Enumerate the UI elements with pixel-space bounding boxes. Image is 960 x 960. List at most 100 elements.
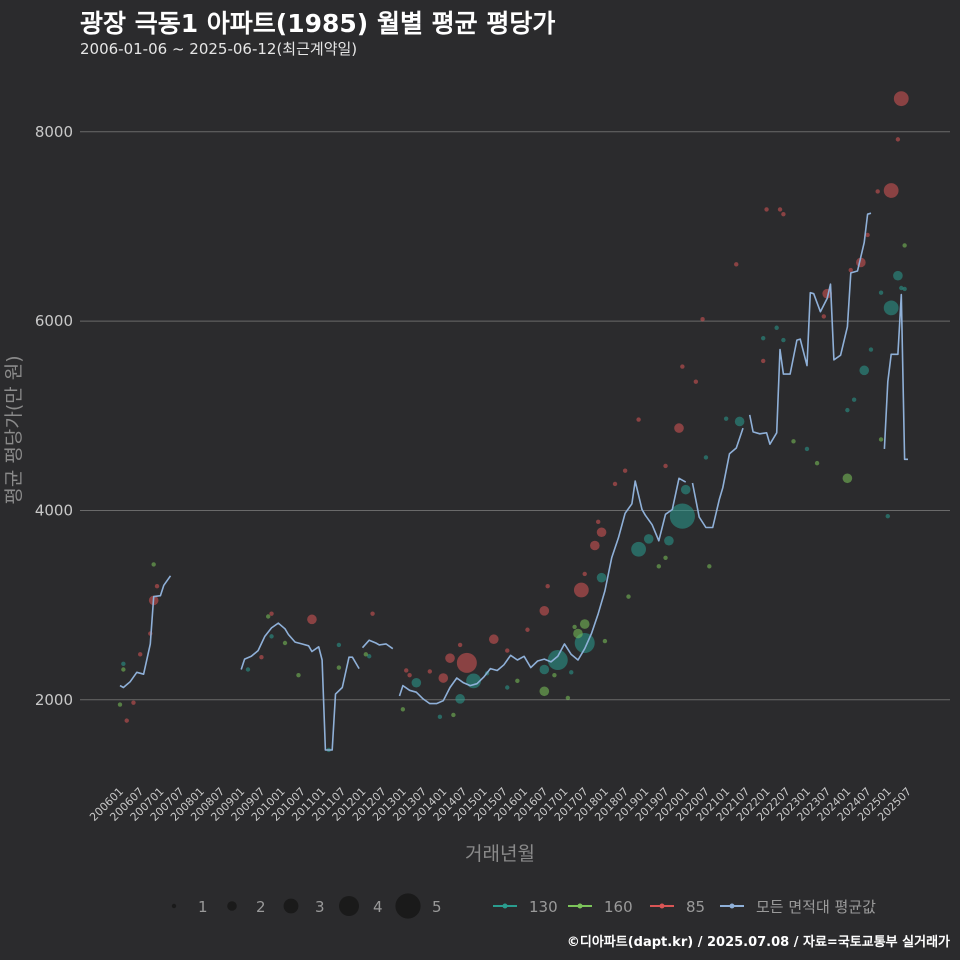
- point-85-33: [693, 379, 699, 384]
- point-130-27: [781, 337, 786, 343]
- point-130-28: [804, 446, 810, 452]
- average-line-segment-1: [240, 622, 360, 751]
- point-160-3: [265, 614, 271, 619]
- point-160-17: [602, 638, 608, 644]
- point-85-20: [539, 606, 550, 616]
- x-tick-labels: 2006012006072007012007072008012008072009…: [87, 785, 914, 824]
- point-130-7: [437, 714, 443, 720]
- point-160-15: [573, 628, 583, 639]
- point-85-12: [427, 669, 433, 674]
- legend-label-2: 85: [686, 898, 705, 916]
- point-160-24: [842, 473, 853, 484]
- point-85-2: [138, 652, 143, 657]
- legend-dot-3: [729, 903, 735, 909]
- legend-dot-1: [577, 903, 583, 909]
- point-85-44: [865, 232, 870, 238]
- point-130-9: [466, 673, 481, 689]
- point-130-2: [269, 634, 274, 639]
- point-160-13: [565, 695, 571, 701]
- point-85-7: [269, 611, 274, 616]
- point-160-10: [515, 678, 520, 684]
- point-160-16: [579, 619, 590, 629]
- point-130-18: [643, 534, 654, 544]
- point-130-16: [596, 572, 607, 583]
- point-85-29: [636, 417, 641, 422]
- point-160-14: [572, 624, 577, 630]
- point-130-38: [902, 286, 907, 292]
- point-130-30: [851, 397, 857, 402]
- legend-label-0: 130: [529, 898, 558, 916]
- average-line-segment-2: [361, 639, 394, 650]
- average-line-segment-5: [748, 212, 872, 446]
- point-85-40: [821, 314, 827, 319]
- legend: 1 2 3 4 5 130 160 85 모든 면적대 평균값: [171, 893, 876, 919]
- point-85-37: [764, 207, 769, 212]
- average-line: [119, 212, 908, 751]
- point-85-17: [488, 634, 499, 645]
- legend-dot-0: [502, 903, 508, 909]
- point-130-14: [569, 670, 574, 675]
- point-85-47: [895, 137, 901, 142]
- point-160-2: [151, 562, 156, 567]
- point-160-20: [663, 555, 668, 560]
- point-130-24: [734, 416, 745, 427]
- point-85-11: [407, 672, 412, 678]
- point-130-36: [893, 270, 903, 281]
- average-line-segment-6: [883, 293, 908, 461]
- point-160-21: [707, 564, 712, 569]
- point-85-24: [590, 540, 600, 551]
- point-130-32: [868, 347, 874, 352]
- point-130-4: [336, 642, 342, 648]
- point-160-8: [400, 707, 406, 712]
- point-85-14: [445, 653, 455, 663]
- chart-title: 광장 극동1 아파트(1985) 월별 평균 평당가: [80, 9, 556, 38]
- point-130-6: [411, 677, 422, 688]
- point-130-0: [121, 661, 126, 667]
- point-85-5: [154, 584, 160, 589]
- point-85-25: [595, 519, 601, 525]
- point-85-22: [573, 582, 589, 598]
- size-legend-dot-3: [283, 898, 299, 914]
- y-tick-8000: 8000: [35, 123, 73, 141]
- point-85-42: [848, 267, 853, 273]
- average-line-segment-0: [119, 575, 172, 689]
- average-line-segment-4: [691, 427, 744, 529]
- size-legend-dot-2: [227, 901, 237, 911]
- point-130-25: [760, 335, 766, 341]
- point-85-18: [505, 648, 510, 653]
- point-85-10: [404, 668, 409, 673]
- x-axis-label: 거래년월: [465, 843, 535, 865]
- point-160-11: [539, 686, 550, 697]
- y-axis-label: 평균 평당가(만 원): [3, 355, 25, 504]
- point-85-9: [370, 611, 375, 616]
- point-85-6: [259, 655, 264, 660]
- point-85-46: [883, 183, 899, 198]
- legend-dot-2: [659, 903, 665, 909]
- point-85-35: [734, 262, 739, 267]
- point-130-5: [366, 654, 372, 659]
- point-160-26: [902, 243, 907, 248]
- point-130-34: [885, 513, 890, 519]
- point-130-13: [547, 650, 568, 671]
- point-130-22: [703, 455, 709, 460]
- point-130-12: [539, 664, 550, 675]
- point-85-45: [875, 189, 880, 194]
- point-85-15: [457, 642, 463, 648]
- point-160-4: [282, 640, 288, 646]
- gridlines: [80, 131, 950, 701]
- point-130-19: [664, 535, 674, 546]
- size-legend-dot-5: [395, 893, 421, 919]
- point-85-31: [674, 423, 684, 433]
- point-85-38: [777, 207, 783, 212]
- legend-label-3: 모든 면적대 평균값: [756, 898, 876, 916]
- point-160-1: [121, 667, 126, 672]
- point-160-5: [296, 672, 301, 678]
- legend-label-1: 160: [604, 898, 633, 916]
- point-85-0: [124, 718, 129, 723]
- point-130-35: [883, 300, 899, 316]
- point-85-16: [456, 652, 477, 673]
- point-160-0: [117, 702, 123, 707]
- point-160-9: [451, 712, 456, 718]
- point-130-37: [899, 285, 904, 291]
